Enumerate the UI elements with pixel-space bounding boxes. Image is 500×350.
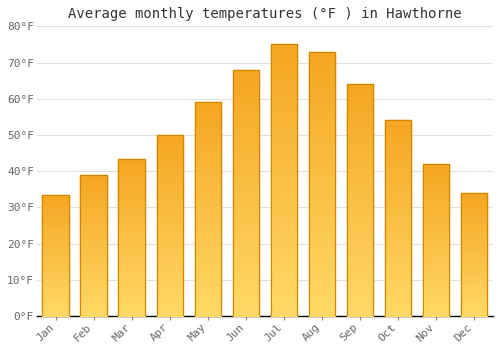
Bar (42, 195, 69, 316)
Bar (156, 135, 183, 316)
Bar (118, 159, 145, 316)
Bar (232, 70, 259, 316)
Bar (346, 84, 374, 316)
Bar (80, 175, 107, 316)
Bar (384, 120, 411, 316)
Bar (460, 193, 487, 316)
Bar (460, 193, 487, 316)
Bar (232, 70, 259, 316)
Bar (384, 120, 411, 316)
Bar (194, 102, 221, 316)
Bar (422, 164, 450, 316)
Bar (422, 164, 450, 316)
Title: Average monthly temperatures (°F ) in Hawthorne: Average monthly temperatures (°F ) in Ha… (68, 7, 462, 21)
Bar (308, 52, 335, 316)
Bar (270, 44, 297, 316)
Bar (42, 195, 69, 316)
Bar (270, 44, 297, 316)
Bar (308, 52, 335, 316)
Bar (80, 175, 107, 316)
Bar (156, 135, 183, 316)
Bar (346, 84, 374, 316)
Bar (118, 159, 145, 316)
Bar (194, 102, 221, 316)
